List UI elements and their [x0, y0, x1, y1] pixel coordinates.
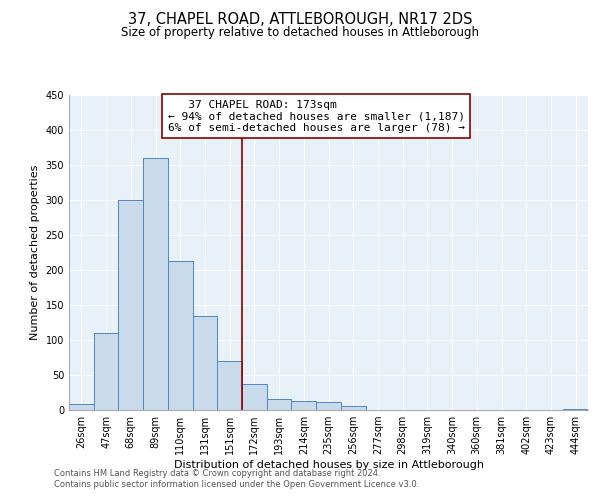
Bar: [118, 200, 143, 410]
Bar: [217, 361, 242, 410]
Bar: [69, 404, 94, 410]
Text: Contains HM Land Registry data © Crown copyright and database right 2024.: Contains HM Land Registry data © Crown c…: [54, 468, 380, 477]
Text: 37 CHAPEL ROAD: 173sqm
← 94% of detached houses are smaller (1,187)
6% of semi-d: 37 CHAPEL ROAD: 173sqm ← 94% of detached…: [167, 100, 464, 133]
Y-axis label: Number of detached properties: Number of detached properties: [30, 165, 40, 340]
X-axis label: Distribution of detached houses by size in Attleborough: Distribution of detached houses by size …: [173, 460, 484, 470]
Bar: [242, 384, 267, 410]
Bar: [193, 316, 217, 410]
Bar: [143, 158, 168, 410]
Text: Size of property relative to detached houses in Attleborough: Size of property relative to detached ho…: [121, 26, 479, 39]
Bar: [341, 406, 365, 410]
Text: 37, CHAPEL ROAD, ATTLEBOROUGH, NR17 2DS: 37, CHAPEL ROAD, ATTLEBOROUGH, NR17 2DS: [128, 12, 472, 28]
Bar: [94, 333, 118, 410]
Bar: [292, 401, 316, 410]
Bar: [563, 408, 588, 410]
Bar: [316, 402, 341, 410]
Bar: [267, 399, 292, 410]
Text: Contains public sector information licensed under the Open Government Licence v3: Contains public sector information licen…: [54, 480, 419, 489]
Bar: [168, 261, 193, 410]
